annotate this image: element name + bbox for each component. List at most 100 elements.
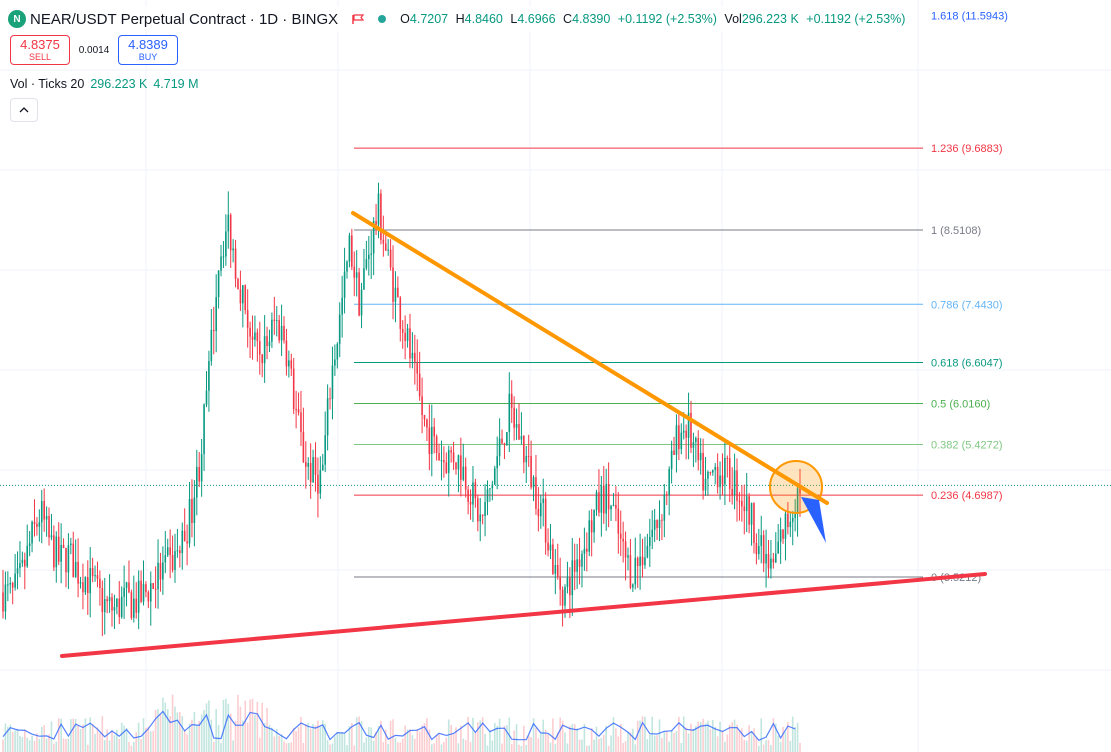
candle-body — [547, 542, 549, 551]
candle-body — [355, 272, 358, 278]
candle-body — [297, 409, 300, 413]
volume-bar — [159, 714, 162, 752]
flag-icon[interactable] — [352, 13, 365, 25]
volume-bar — [229, 713, 232, 752]
candle-body — [544, 498, 547, 543]
volume-bar — [668, 741, 670, 752]
candle-body — [116, 598, 118, 608]
candle-body — [338, 314, 341, 344]
buy-button[interactable]: 4.8389 BUY — [118, 35, 178, 65]
volume-bar — [724, 741, 726, 752]
volume-bar — [147, 726, 150, 752]
candle-body — [57, 536, 60, 562]
volume-bar — [60, 718, 62, 752]
collapse-button[interactable] — [10, 98, 38, 122]
candle-body — [7, 584, 9, 586]
candle-body — [791, 517, 794, 522]
candle-body — [704, 478, 707, 491]
volume-bar — [743, 739, 746, 752]
trade-panel: 4.8375 SELL 0.0014 4.8389 BUY — [10, 35, 178, 65]
volume-bar — [646, 739, 649, 752]
fib-level-label: 1.618 (11.5943) — [931, 11, 1008, 23]
volume-bar — [358, 716, 360, 752]
candle-body — [583, 548, 586, 554]
volume-bar — [326, 740, 329, 752]
candle-body — [578, 559, 581, 567]
candle-body — [472, 482, 474, 505]
candle-body — [644, 557, 646, 566]
volume-bar — [619, 723, 622, 752]
volume-bar — [554, 743, 557, 752]
volume-bar — [212, 741, 215, 752]
volume-bar — [615, 728, 617, 752]
volume-bar — [697, 721, 700, 752]
volume-bar — [348, 726, 351, 752]
candle-body — [271, 319, 273, 342]
candle-body — [162, 562, 164, 580]
candle-body — [469, 501, 472, 505]
candle-body — [266, 336, 268, 347]
candle-body — [89, 568, 92, 594]
candle-body — [709, 471, 712, 473]
candle-body — [602, 486, 605, 514]
low-value: 4.6966 — [517, 12, 556, 26]
volume-bar — [365, 737, 368, 752]
volume-bar — [673, 732, 675, 752]
volume-bar — [198, 721, 201, 752]
candle-body — [242, 285, 244, 304]
candle-body — [559, 576, 561, 590]
candle-body — [353, 266, 356, 278]
candle-body — [261, 354, 264, 364]
volume-bar — [389, 721, 392, 752]
candle-body — [404, 332, 406, 341]
candle-body — [782, 529, 784, 539]
descending-trendline — [351, 211, 829, 505]
volume-bar — [675, 731, 678, 752]
candle-body — [370, 253, 373, 255]
candle-body — [569, 577, 571, 596]
volume-bar — [191, 719, 193, 752]
volume-bar — [530, 737, 532, 752]
candle-body — [409, 328, 411, 359]
volume-bar — [784, 732, 787, 752]
symbol-title[interactable]: NEAR/USDT Perpetual Contract · 1D · BING… — [30, 10, 339, 28]
sell-button[interactable]: 4.8375 SELL — [10, 35, 70, 65]
candle-body — [251, 336, 254, 340]
candle-body — [55, 536, 58, 568]
volume-bar — [440, 744, 443, 752]
ohlc-values: O4.7207 H4.8460 L4.6966 C4.8390 +0.1192 … — [400, 12, 906, 26]
volume-bar — [733, 719, 736, 752]
volume-indicator-legend[interactable]: Vol · Ticks 20 296.223 K 4.719 M — [10, 77, 199, 91]
candle-body — [496, 456, 498, 469]
candle-body — [79, 582, 82, 584]
volume-bar — [263, 722, 266, 752]
candle-body — [760, 535, 763, 547]
volume-bar — [55, 741, 58, 752]
candle-body — [246, 310, 249, 328]
volume-bar — [464, 739, 467, 752]
candle-body — [464, 466, 467, 490]
volume-bar — [791, 716, 794, 752]
candle-body — [779, 529, 782, 542]
volume-bar — [70, 719, 72, 752]
volume-bar — [726, 734, 729, 752]
volume-bar — [665, 731, 668, 752]
volume-bar — [772, 718, 775, 752]
candle-body — [171, 554, 174, 570]
volume-bar — [280, 734, 283, 752]
candle-body — [484, 502, 486, 517]
volume-bar — [149, 731, 152, 752]
market-status-icon — [378, 15, 387, 23]
candle-body — [564, 586, 566, 606]
volume-bar — [414, 738, 416, 752]
candle-body — [74, 561, 77, 578]
volume-bar — [174, 706, 176, 752]
candle-body — [639, 556, 641, 567]
volume-bar — [542, 719, 545, 752]
volume-bar — [285, 743, 288, 752]
volume-bar — [302, 742, 305, 752]
candle-body — [634, 557, 637, 585]
volume-bar — [527, 735, 530, 752]
candle-body — [661, 519, 663, 521]
